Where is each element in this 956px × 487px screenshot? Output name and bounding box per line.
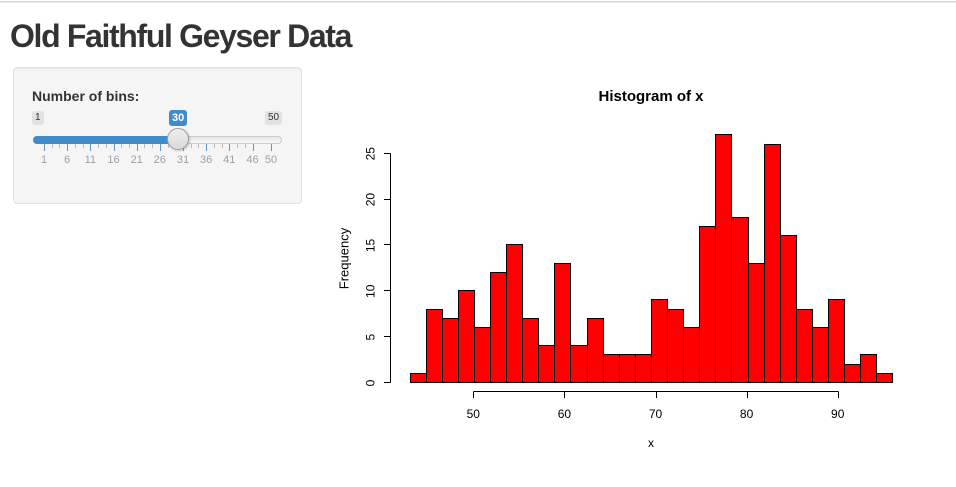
svg-text:15: 15 <box>364 238 378 252</box>
svg-text:Frequency: Frequency <box>337 227 352 289</box>
svg-text:70: 70 <box>649 407 663 421</box>
svg-text:20: 20 <box>364 193 378 207</box>
svg-text:25: 25 <box>364 147 378 161</box>
svg-text:x: x <box>648 436 654 450</box>
svg-text:80: 80 <box>740 407 754 421</box>
svg-text:10: 10 <box>364 284 378 298</box>
svg-text:90: 90 <box>831 407 845 421</box>
svg-text:5: 5 <box>364 333 378 340</box>
svg-text:60: 60 <box>558 407 572 421</box>
svg-text:0: 0 <box>364 379 378 386</box>
svg-text:50: 50 <box>467 407 481 421</box>
svg-text:Histogram of x: Histogram of x <box>598 88 704 105</box>
